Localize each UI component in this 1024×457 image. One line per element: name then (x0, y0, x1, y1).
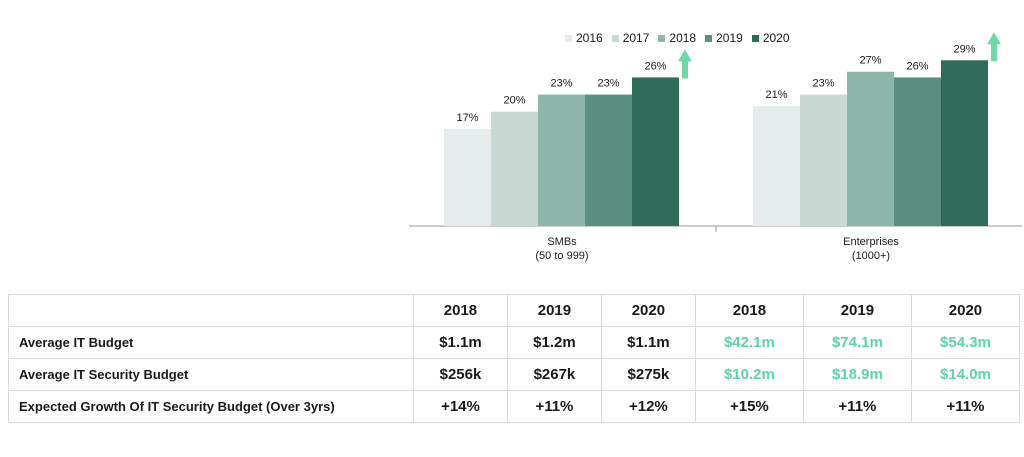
category-sublabel-enterprises: (1000+) (851, 250, 891, 262)
table-cell: $1.1m (600, 326, 696, 359)
table-cell: $275k (600, 358, 696, 391)
bar-enterprises-2020 (941, 60, 988, 227)
table-cell: $256k (413, 358, 508, 391)
category-sublabel-smbs: (50 to 999) (535, 250, 589, 262)
table-cell-enterprise: $54.3m (910, 326, 1021, 359)
data-label-enterprises-2019: 26% (906, 60, 928, 72)
table-cell: $267k (506, 358, 602, 391)
legend-item-2018: 2018 (658, 31, 696, 45)
data-label-enterprises-2020: 29% (953, 43, 975, 55)
category-label-enterprises: Enterprises (843, 236, 899, 248)
table-row: Expected Growth Of IT Security Budget (O… (8, 390, 1021, 423)
chart-svg: 17% 20% 23% 23% 26% 21% 23% 27% 26% 29% (409, 32, 1022, 232)
data-label-enterprises-2016: 21% (765, 89, 787, 101)
bar-smbs-2018 (538, 94, 585, 226)
row-label: Average IT Security Budget (8, 358, 414, 391)
table-cell: +12% (600, 390, 696, 423)
bar-smbs-2016 (444, 128, 491, 226)
table-cell: +11% (802, 390, 912, 423)
legend-item-2019: 2019 (705, 31, 743, 45)
table-cell: +11% (910, 390, 1021, 423)
table-cell-enterprise: $42.1m (694, 326, 804, 359)
budget-table: 2018 2019 2020 2018 2019 2020 Average IT… (8, 294, 1021, 423)
table-cell: $1.2m (506, 326, 602, 359)
bar-enterprises-2016 (753, 106, 800, 226)
row-label: Average IT Budget (8, 326, 414, 359)
table-header-cell: 2019 (802, 294, 912, 327)
bar-chart: 2016 2017 2018 2019 2020 17% 20% 23% 23% 26%… (409, 31, 1022, 263)
table-header-cell: 2018 (694, 294, 804, 327)
table-header-cell: 2018 (413, 294, 508, 327)
table-header-row: 2018 2019 2020 2018 2019 2020 (8, 294, 1021, 327)
table-cell-enterprise: $10.2m (694, 358, 804, 391)
legend-swatch-2017 (611, 34, 619, 42)
legend-label-2018: 2018 (669, 31, 697, 45)
data-label-smbs-2016: 17% (456, 112, 478, 124)
bar-enterprises-2019 (894, 77, 941, 226)
data-label-enterprises-2018: 27% (859, 55, 881, 67)
table-cell: +11% (506, 390, 602, 423)
legend-label-2019: 2019 (716, 31, 743, 45)
legend-swatch-2016 (565, 34, 572, 42)
group-label-smbs: SMBs (50 to 999) (462, 235, 662, 263)
table-cell-enterprise: $14.0m (910, 358, 1021, 391)
data-label-smbs-2020: 26% (644, 60, 666, 72)
legend-swatch-2018 (658, 34, 666, 42)
legend-item-2017: 2017 (611, 31, 650, 45)
table-header-cell: 2020 (600, 294, 696, 327)
table-cell-enterprise: $18.9m (802, 358, 912, 391)
bar-smbs-2019 (585, 94, 632, 226)
growth-arrow-icon-smbs (678, 49, 692, 79)
row-label: Expected Growth Of IT Security Budget (O… (8, 390, 414, 423)
growth-arrow-icon-enterprises (987, 32, 1001, 62)
legend-label-2016: 2016 (576, 31, 603, 45)
legend-swatch-2020 (751, 34, 759, 42)
legend: 2016 2017 2018 2019 2020 (565, 31, 790, 45)
table-row: Average IT Budget $1.1m $1.2m $1.1m $42.… (8, 326, 1021, 359)
group-label-enterprises: Enterprises (1000+) (771, 235, 971, 263)
bar-smbs-2017 (491, 111, 538, 226)
legend-label-2017: 2017 (622, 31, 650, 45)
legend-swatch-2019 (705, 34, 713, 42)
bar-smbs-2020 (632, 77, 679, 226)
data-label-smbs-2017: 20% (503, 95, 525, 107)
legend-item-2016: 2016 (565, 31, 603, 45)
data-label-smbs-2018: 23% (550, 78, 572, 90)
table-header-cell (8, 294, 414, 327)
bar-enterprises-2017 (800, 94, 847, 226)
table-cell: +14% (413, 390, 508, 423)
table-header-cell: 2019 (506, 294, 602, 327)
table-cell: +15% (694, 390, 804, 423)
table-cell: $1.1m (413, 326, 508, 359)
data-label-smbs-2019: 23% (597, 78, 619, 90)
legend-label-2020: 2020 (762, 31, 790, 45)
table-header-cell: 2020 (910, 294, 1021, 327)
bar-enterprises-2018 (847, 71, 894, 226)
table-cell-enterprise: $74.1m (802, 326, 912, 359)
legend-item-2020: 2020 (751, 31, 790, 45)
category-label-smbs: SMBs (547, 236, 577, 248)
table-row: Average IT Security Budget $256k $267k $… (8, 358, 1021, 391)
data-label-enterprises-2017: 23% (812, 78, 834, 90)
